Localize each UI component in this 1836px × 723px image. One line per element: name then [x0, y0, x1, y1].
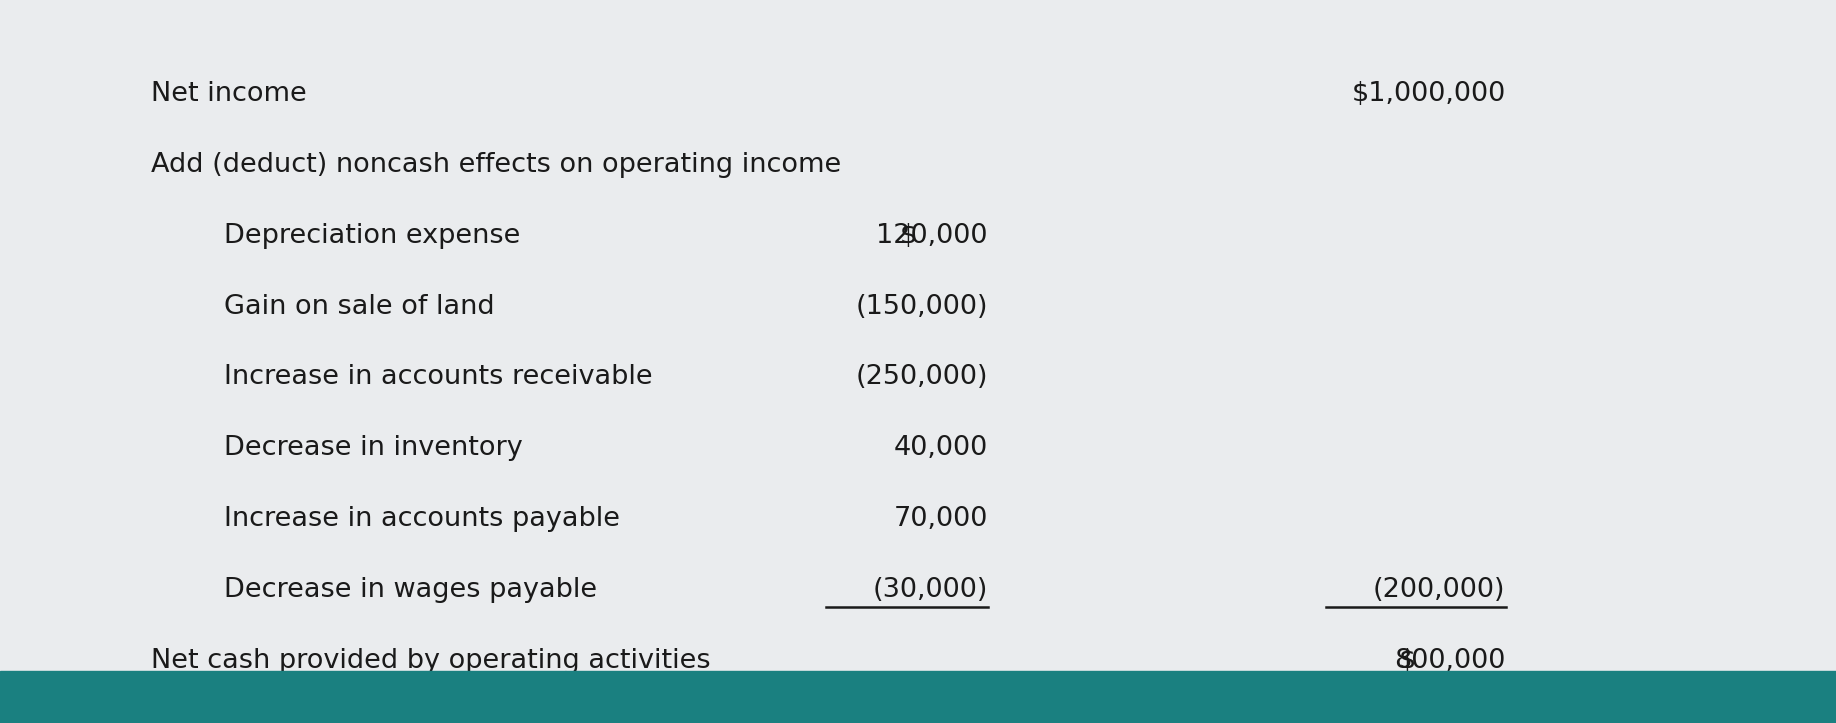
Text: $: $ — [900, 223, 916, 249]
Text: 40,000: 40,000 — [894, 435, 988, 461]
Text: Net income: Net income — [151, 81, 307, 107]
Text: (200,000): (200,000) — [1373, 577, 1506, 603]
Text: Increase in accounts payable: Increase in accounts payable — [224, 506, 621, 532]
Text: $1,000,000: $1,000,000 — [1351, 81, 1506, 107]
Text: 120,000: 120,000 — [876, 223, 988, 249]
Bar — [0, 671, 1836, 723]
Text: $: $ — [1399, 648, 1416, 674]
Text: Gain on sale of land: Gain on sale of land — [224, 294, 494, 320]
Text: 800,000: 800,000 — [1394, 648, 1506, 674]
Text: Decrease in wages payable: Decrease in wages payable — [224, 577, 597, 603]
Text: 70,000: 70,000 — [894, 506, 988, 532]
Text: (30,000): (30,000) — [872, 577, 988, 603]
Text: (150,000): (150,000) — [856, 294, 988, 320]
Text: Decrease in inventory: Decrease in inventory — [224, 435, 523, 461]
Text: Net cash provided by operating activities: Net cash provided by operating activitie… — [151, 648, 711, 674]
Text: Depreciation expense: Depreciation expense — [224, 223, 520, 249]
Text: (250,000): (250,000) — [856, 364, 988, 390]
Text: Increase in accounts receivable: Increase in accounts receivable — [224, 364, 652, 390]
Text: Add (deduct) noncash effects on operating income: Add (deduct) noncash effects on operatin… — [151, 152, 841, 178]
